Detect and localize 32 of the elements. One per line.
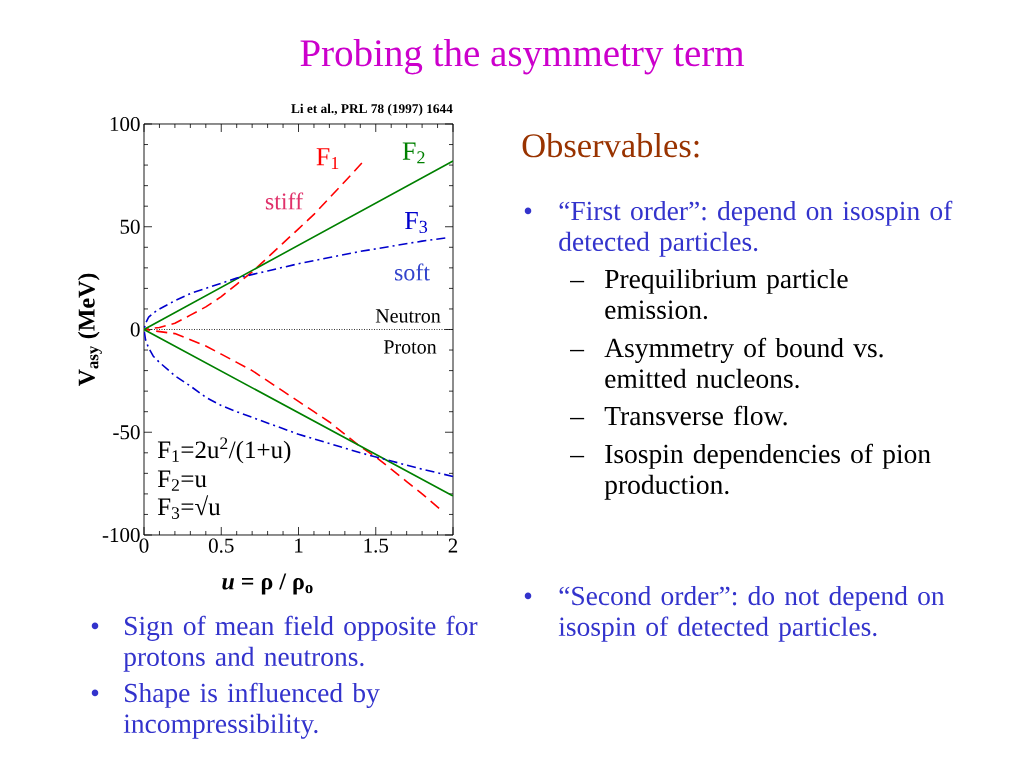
text: – Transverse flow. (570, 405, 787, 426)
annotation: F$_{1}$=2u$^{2}$/(1+u) (157, 437, 291, 464)
text: – Isospin dependencies of pion production. (570, 443, 931, 500)
annotation: soft (395, 263, 430, 281)
series-label: F$_{2}$ (402, 142, 425, 164)
series-label: F$_{1}$ (316, 148, 339, 169)
y-tick-label: 50 (120, 219, 140, 234)
y-axis-title: V$_{asy}$ (MeV) (77, 273, 102, 387)
y-tick-label: -100 (102, 527, 140, 543)
chart-title: Probing the asymmetry term (300, 38, 745, 75)
text: Li et al., PRL 78 (1997) 1644 (291, 103, 453, 116)
x-tick-label: 1 (295, 538, 303, 553)
x-tick-label: 0.5 (208, 538, 234, 553)
annotation: Proton (383, 340, 437, 354)
x-tick-label: 2 (448, 538, 458, 553)
y-tick-label: -50 (113, 425, 140, 440)
annotation: F$_{3}$=√u (157, 495, 221, 519)
annotation: stiff (265, 192, 304, 210)
annotation: F$_{2}$=u (157, 470, 207, 491)
text: • Sign of mean field opposite for protons and neutrons. (91, 615, 478, 672)
text: • “First order”: depend on isospin of detected particles. (524, 200, 953, 257)
x-axis-title: u = ρ / ρ$_{o}$ (222, 573, 313, 595)
x-tick-label: 1.5 (364, 538, 389, 553)
y-tick-label: 0 (130, 322, 140, 337)
text: • “Second order”: do not depend on isospin of detected particles. (524, 585, 945, 642)
text: – Prequilibrium particle emission. (570, 268, 848, 320)
text: Observables: (522, 133, 699, 158)
text: • Shape is influenced by incompressibility. (91, 682, 380, 739)
y-tick-label: 100 (110, 116, 140, 132)
text: – Asymmetry of bound vs. emitted nucleons. (570, 337, 883, 389)
annotation: Neutron (375, 309, 441, 323)
series-label: F$_{3}$ (405, 212, 428, 234)
